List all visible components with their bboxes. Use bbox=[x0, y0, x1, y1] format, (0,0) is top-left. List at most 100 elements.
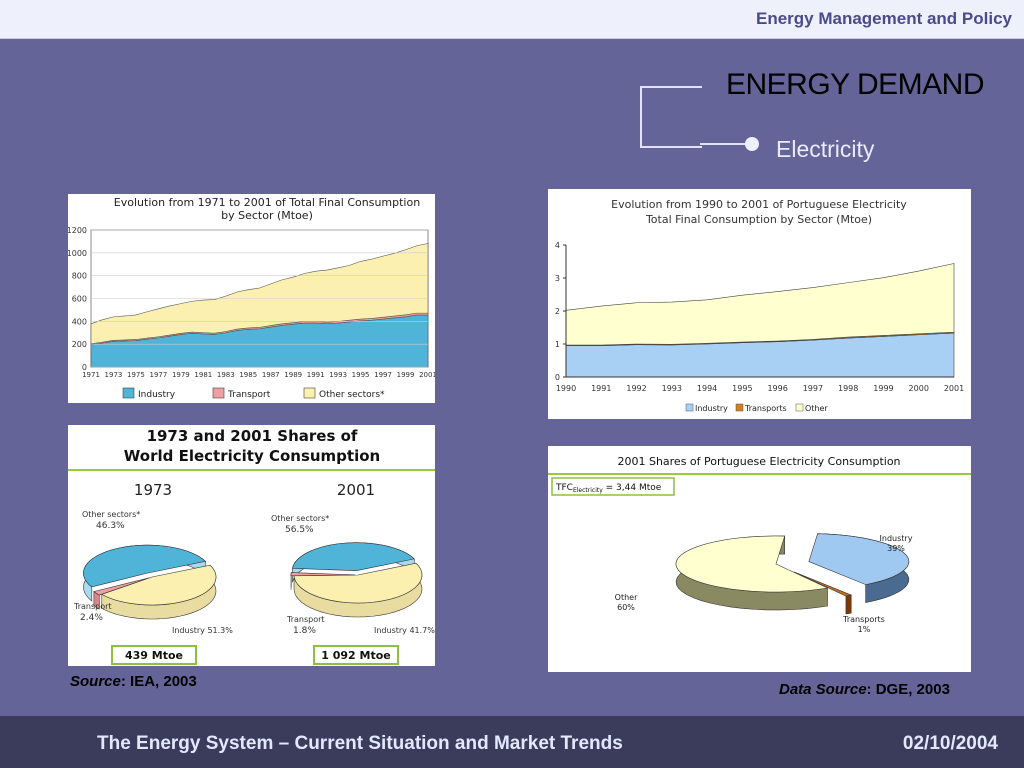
source-left-label: Source bbox=[70, 673, 121, 690]
source-right: Data Source: DGE, 2003 bbox=[779, 681, 950, 698]
legend-swatch bbox=[122, 387, 135, 399]
slide-title: ENERGY DEMAND bbox=[726, 68, 985, 101]
x-tick-label: 2001 bbox=[419, 371, 435, 379]
x-tick-label: 2001 bbox=[944, 384, 964, 393]
y-tick-label: 1 bbox=[555, 340, 560, 349]
y-tick-label: 200 bbox=[72, 340, 87, 349]
total-2001: 1 092 Mtoe bbox=[321, 649, 391, 662]
y-tick-label: 800 bbox=[72, 272, 87, 281]
title-bracket bbox=[640, 86, 702, 148]
x-tick-label: 1995 bbox=[352, 371, 370, 379]
legend-swatch bbox=[212, 387, 225, 399]
x-tick-label: 1987 bbox=[262, 371, 280, 379]
pt-electricity-pie-chart: 2001 Shares of Portuguese Electricity Co… bbox=[548, 455, 971, 634]
label-industry: Industry 41.7% bbox=[374, 626, 435, 635]
slice-industry bbox=[292, 542, 415, 571]
source-left: Source: IEA, 2003 bbox=[70, 673, 197, 690]
x-tick-label: 1992 bbox=[626, 384, 646, 393]
pct-transport: 2.4% bbox=[80, 613, 103, 623]
source-right-label: Data Source bbox=[779, 681, 867, 698]
legend-label: Industry bbox=[695, 404, 728, 413]
slice-transports-side bbox=[845, 594, 852, 615]
world-electricity-shares-panel: 1973 and 2001 Shares of World Electricit… bbox=[68, 425, 435, 666]
pt-electricity-area-chart: Evolution from 1990 to 2001 of Portugues… bbox=[555, 198, 964, 413]
y-tick-label: 3 bbox=[555, 274, 560, 283]
source-right-text: : DGE, 2003 bbox=[866, 681, 950, 698]
slide-subtitle: Electricity bbox=[776, 136, 875, 162]
y-tick-label: 4 bbox=[555, 241, 560, 250]
source-left-text: : IEA, 2003 bbox=[120, 673, 197, 690]
y-tick-label: 0 bbox=[555, 373, 560, 382]
y-tick-label: 1000 bbox=[68, 249, 87, 258]
label-industry: Industry bbox=[880, 534, 913, 543]
slice-transport bbox=[93, 577, 150, 596]
label-industry: Industry 51.3% bbox=[172, 626, 233, 635]
legend-swatch bbox=[735, 403, 744, 412]
y-tick-label: 2 bbox=[555, 307, 560, 316]
tfc-annotation-box bbox=[551, 477, 675, 496]
chart-title: 2001 Shares of Portuguese Electricity Co… bbox=[617, 455, 900, 468]
chart-subtitle: by Sector (Mtoe) bbox=[221, 209, 313, 222]
footer-date: 02/10/2004 bbox=[902, 733, 998, 754]
area-other bbox=[90, 243, 429, 345]
x-tick-label: 1994 bbox=[697, 384, 717, 393]
x-tick-label: 1997 bbox=[803, 384, 823, 393]
x-tick-label: 1999 bbox=[397, 371, 415, 379]
legend-swatch bbox=[303, 387, 316, 399]
x-tick-label: 1991 bbox=[591, 384, 611, 393]
x-tick-label: 1997 bbox=[374, 371, 392, 379]
pie-2001 bbox=[290, 542, 423, 618]
x-tick-label: 1990 bbox=[556, 384, 576, 393]
slice-other-sectors bbox=[293, 562, 423, 604]
x-tick-label: 2000 bbox=[909, 384, 929, 393]
x-tick-label: 1993 bbox=[662, 384, 682, 393]
pt-electricity-area-panel: Evolution from 1990 to 2001 of Portugues… bbox=[548, 189, 971, 419]
pct-transport: 1.8% bbox=[293, 626, 316, 636]
slice-other bbox=[675, 535, 829, 593]
pt-electricity-pie-panel: 2001 Shares of Portuguese Electricity Co… bbox=[548, 446, 971, 672]
x-tick-label: 1991 bbox=[307, 371, 325, 379]
legend-label: Other sectors* bbox=[319, 390, 385, 400]
pie-1973 bbox=[83, 544, 217, 620]
x-tick-label: 1981 bbox=[194, 371, 212, 379]
world-tfc-chart: Evolution from 1971 to 2001 of Total Fin… bbox=[67, 196, 437, 400]
legend-label: Transport bbox=[227, 390, 271, 400]
label-other: Other bbox=[615, 593, 638, 602]
top-banner: Energy Management and Policy bbox=[0, 0, 1024, 39]
x-tick-label: 1998 bbox=[838, 384, 858, 393]
x-tick-label: 1999 bbox=[873, 384, 893, 393]
course-title: Energy Management and Policy bbox=[755, 9, 1012, 28]
pct-other-sectors: 46.3% bbox=[96, 521, 125, 531]
pct-other-sectors: 56.5% bbox=[285, 525, 314, 535]
x-tick-label: 1995 bbox=[732, 384, 752, 393]
chart-title-line1: 1973 and 2001 Shares of bbox=[147, 427, 358, 445]
label-transport: Transport bbox=[73, 602, 112, 611]
chart-title: Evolution from 1990 to 2001 of Portugues… bbox=[611, 198, 907, 211]
slice-transport bbox=[290, 572, 356, 577]
label-transport: Transport bbox=[286, 615, 325, 624]
x-tick-label: 1979 bbox=[172, 371, 190, 379]
tfc-annotation: TFCElectricity = 3,44 Mtoe bbox=[555, 483, 662, 494]
total-box-2001 bbox=[313, 645, 399, 665]
footer-bar: The Energy System – Current Situation an… bbox=[0, 716, 1024, 768]
legend-label: Other bbox=[805, 404, 828, 413]
slice-industry bbox=[83, 544, 207, 588]
x-tick-label: 1975 bbox=[127, 371, 145, 379]
x-tick-label: 1989 bbox=[284, 371, 302, 379]
pct-other: 60% bbox=[617, 603, 635, 612]
pct-transports: 1% bbox=[858, 625, 871, 634]
area-other bbox=[565, 263, 955, 346]
x-tick-label: 1977 bbox=[149, 371, 167, 379]
world-tfc-panel: Evolution from 1971 to 2001 of Total Fin… bbox=[67, 194, 437, 403]
pie-year-1973: 1973 bbox=[134, 481, 172, 499]
x-tick-label: 1973 bbox=[105, 371, 123, 379]
y-tick-label: 1200 bbox=[68, 226, 87, 235]
legend-swatch bbox=[795, 403, 804, 412]
label-other-sectors: Other sectors* bbox=[271, 514, 329, 523]
world-electricity-shares-chart: 1973 and 2001 Shares of World Electricit… bbox=[68, 427, 435, 665]
legend-label: Transports bbox=[744, 404, 787, 413]
x-tick-label: 1983 bbox=[217, 371, 235, 379]
slice-other-sectors bbox=[101, 564, 217, 606]
legend-label: Industry bbox=[138, 390, 176, 400]
bracket-connector bbox=[700, 143, 748, 145]
